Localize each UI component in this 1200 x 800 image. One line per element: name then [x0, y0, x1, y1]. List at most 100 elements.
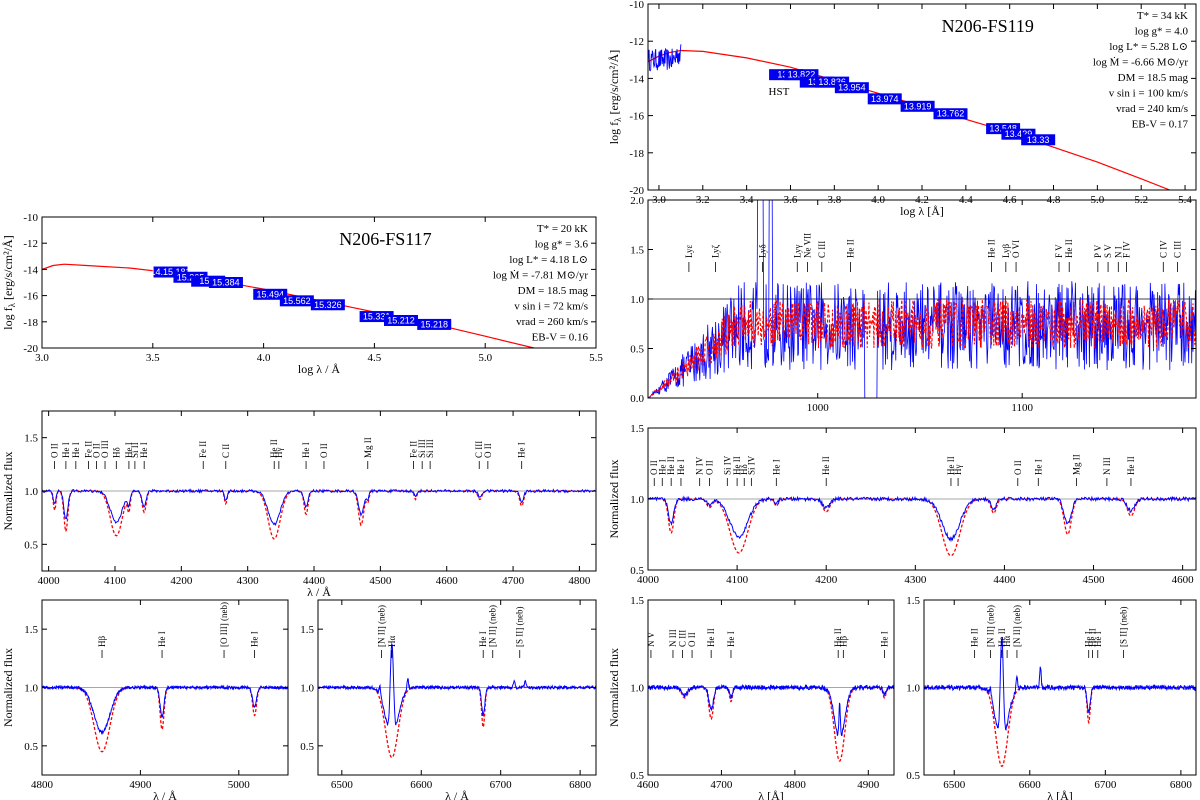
- parameter-line: log Ṁ = -6.66 M⊙/yr: [1093, 57, 1189, 69]
- x-tick-label: 4600: [1172, 574, 1195, 586]
- x-tick-label: 3.0: [35, 352, 49, 364]
- line-id-label: Fe II: [409, 441, 419, 458]
- observed-spectrum: [648, 495, 1196, 543]
- x-tick-label: 6500: [331, 779, 354, 791]
- y-tick-label: -10: [23, 212, 38, 224]
- line-id-label: O II: [649, 460, 659, 475]
- y-axis-label: Normalized flux: [1, 452, 15, 531]
- y-axis-label-main: log f: [607, 122, 621, 144]
- photometry-box: [253, 288, 288, 300]
- photometry-label: 13.822: [788, 70, 816, 80]
- parameter-line: v sin i = 100 km/s: [1109, 88, 1188, 100]
- line-id-label: N IV: [695, 456, 705, 475]
- line-id-label: He I: [657, 459, 667, 475]
- x-axis-label: λ [Å]: [758, 789, 783, 800]
- photometry-label: 13.919: [904, 101, 932, 111]
- line-id-label: C III: [1173, 241, 1183, 258]
- line-id-label: He I: [157, 631, 167, 647]
- line-id-label: Si IV: [722, 455, 732, 475]
- photometry-box: [933, 108, 968, 120]
- x-tick-label: 4.0: [257, 352, 271, 364]
- observed-spectrum: [924, 637, 1196, 731]
- photometry-box: [173, 271, 208, 283]
- y-axis-label-sub: λ: [613, 117, 623, 122]
- photometry-box: [900, 100, 935, 112]
- line-id-label: He I: [726, 631, 736, 647]
- photometry-label: 15.331: [363, 312, 391, 322]
- line-id-label: [N II] (neb): [1012, 605, 1022, 647]
- y-axis-label-main: Normalized flux: [607, 648, 621, 727]
- photometry-box: [867, 93, 902, 105]
- y-tick-label: 1.0: [630, 294, 644, 306]
- y-tick-label: -18: [23, 317, 38, 329]
- line-id-label: He I: [478, 631, 488, 647]
- plot-area: Hβ He I [O III] (neb) He I: [42, 602, 288, 753]
- star-name: N206-FS117: [339, 229, 431, 249]
- y-axis-label: Normalized flux: [1, 648, 15, 727]
- y-tick-label: 1.5: [630, 595, 644, 607]
- line-id-label: He II: [845, 239, 855, 258]
- line-id-label: Si IV: [746, 455, 756, 475]
- x-tick-label: 4100: [104, 575, 127, 587]
- panel-sed119: 13.813.82213.813.83613.95413.97413.91913…: [607, 0, 1197, 218]
- parameter-line: T* = 20 kK: [537, 223, 588, 235]
- y-axis-label: log fλ [erg/s/cm²/Å]: [607, 50, 623, 144]
- x-tick-label: 4700: [502, 575, 525, 587]
- model-spectrum: [648, 498, 1196, 557]
- parameter-line: log L* = 5.28 L⊙: [1109, 41, 1188, 53]
- y-tick-label: 1.0: [630, 494, 644, 506]
- line-id-label: O II: [1013, 460, 1023, 475]
- x-tick-label: 4900: [129, 779, 152, 791]
- x-axis-label: λ / Å: [307, 585, 331, 599]
- line-id-label: He II: [1064, 239, 1074, 258]
- line-id-label: Lyε: [684, 244, 694, 258]
- panel-uv119: Lyε Lyζ Lyδ Lyγ Ne VII C III He II He II Lyβ O VI…: [630, 195, 1197, 414]
- photometry-box: [208, 277, 243, 288]
- line-id-label: Mg II: [363, 437, 373, 458]
- y-tick-label: 1.5: [906, 595, 920, 607]
- y-axis-label: Normalized flux: [607, 648, 621, 727]
- x-tick-label: 4500: [369, 575, 392, 587]
- line-id-label: Lyγ: [792, 244, 802, 258]
- observed-spectrum: [648, 683, 894, 737]
- panel-hb117: Hβ He I [O III] (neb) He I 4800 4900 5000 0.5 1.…: [1, 599, 289, 800]
- x-axis-label: λ [Å]: [1047, 789, 1072, 800]
- y-tick-label: -20: [629, 185, 644, 197]
- line-id-label: [S II] (neb): [515, 607, 525, 647]
- parameter-line: vrad = 260 km/s: [516, 316, 588, 328]
- x-tick-label: 4400: [993, 574, 1016, 586]
- line-id-label: O II: [319, 443, 329, 458]
- x-axis-label: log λ / Å: [298, 362, 340, 376]
- line-id-label: Si II: [130, 442, 140, 458]
- x-tick-label: 4900: [857, 779, 880, 791]
- y-axis-label-main: Normalized flux: [1, 648, 15, 727]
- y-tick-label: 1.5: [24, 624, 38, 636]
- plot-frame: [41, 216, 597, 349]
- line-id-label: Hγ: [274, 448, 284, 458]
- y-tick-label: -12: [23, 238, 38, 250]
- line-id-label: He I: [1084, 631, 1094, 647]
- x-tick-label: 4600: [637, 779, 660, 791]
- x-tick-label: 1100: [1011, 402, 1033, 414]
- line-id-label: Si III: [425, 439, 435, 458]
- line-id-label: He I: [61, 442, 71, 458]
- line-id-label: Hα: [1002, 636, 1012, 647]
- x-tick-label: 4.5: [368, 352, 382, 364]
- line-id-label: O III: [100, 440, 110, 458]
- plot-area: [N II] (neb) Hα He I [N II] (neb) [S II] (ne…: [318, 605, 596, 759]
- line-id-label: He II: [833, 628, 843, 647]
- parameter-line: DM = 18.5 mag: [1118, 72, 1189, 84]
- x-tick-label: 6700: [1094, 779, 1117, 791]
- panel-ha117: [N II] (neb) Hα He I [N II] (neb) [S II] (ne…: [300, 599, 597, 800]
- photometry-label: 15.384: [212, 278, 240, 288]
- x-tick-label: 1000: [807, 402, 830, 414]
- plot-area: Lyε Lyζ Lyδ Lyγ Ne VII C III He II He II Lyβ O VI…: [648, 200, 1196, 398]
- model-spectrum: [648, 297, 1196, 398]
- line-id-label: Hγ: [953, 465, 963, 475]
